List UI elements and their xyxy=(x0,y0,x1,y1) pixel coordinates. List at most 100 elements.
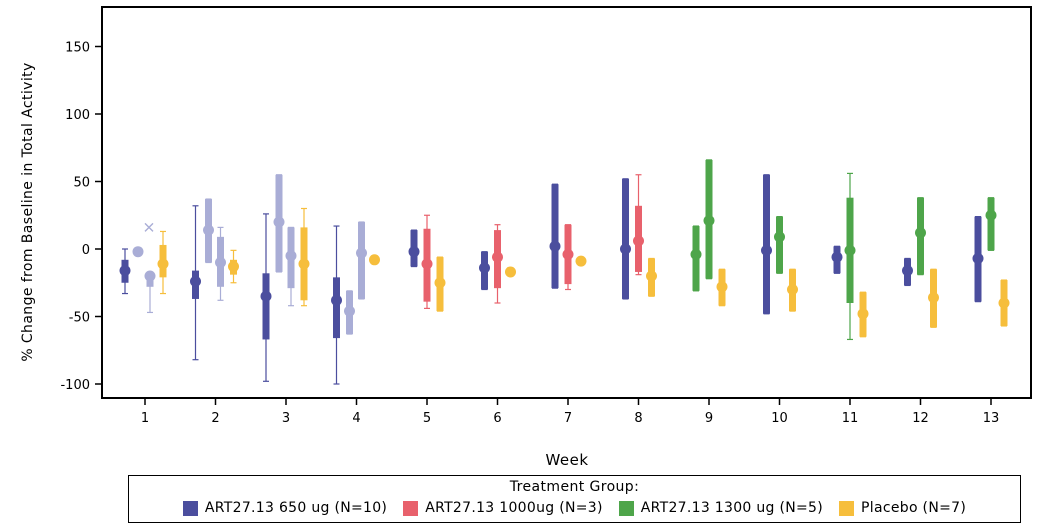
legend-item-4: Placebo (N=7) xyxy=(839,500,966,516)
box-mark-series-1 xyxy=(132,246,144,258)
mean-point xyxy=(273,216,285,228)
legend-title: Treatment Group: xyxy=(509,479,640,495)
box-mark-series-4 xyxy=(998,279,1010,327)
x-tick-label: 9 xyxy=(705,411,713,426)
y-axis-label: % Change from Baseline in Total Activity xyxy=(20,62,36,361)
box-mark-series-1 xyxy=(549,183,561,289)
box-mark-series-1 xyxy=(144,222,156,314)
mean-point xyxy=(228,261,239,273)
x-tick-label: 7 xyxy=(564,411,572,426)
mean-point xyxy=(298,258,310,270)
legend-swatch xyxy=(618,500,634,516)
mean-point xyxy=(421,258,433,270)
legend: Treatment Group: ART27.13 650 ug (N=10) A… xyxy=(128,475,1021,523)
legend-swatch xyxy=(403,500,419,516)
mean-point xyxy=(998,297,1010,309)
mean-point xyxy=(356,247,367,259)
legend-label: ART27.13 1000ug (N=3) xyxy=(425,500,603,516)
legend-label: Placebo (N=7) xyxy=(861,500,967,516)
mean-point xyxy=(369,254,380,266)
box-mark-series-1 xyxy=(119,248,131,295)
chart-marks xyxy=(119,159,1010,385)
mean-point xyxy=(902,265,913,277)
box-mark-series-4 xyxy=(505,266,516,278)
box-mark-series-4 xyxy=(298,207,310,307)
mean-point xyxy=(492,251,503,263)
mean-point xyxy=(132,246,144,258)
box-mark-series-1 xyxy=(972,216,984,303)
mean-point xyxy=(505,266,516,278)
box-mark-series-3 xyxy=(690,225,702,292)
box-mark-series-3 xyxy=(703,159,715,280)
x-tick-label: 2 xyxy=(211,411,219,426)
box-mark-series-4 xyxy=(228,249,239,284)
plot-frame xyxy=(101,6,1032,399)
mean-point xyxy=(434,277,446,289)
legend-items: ART27.13 650 ug (N=10) ART27.13 1000ug (N… xyxy=(129,500,1020,516)
mean-point xyxy=(703,215,715,227)
box-iqr xyxy=(622,178,629,299)
x-tick-label: 13 xyxy=(983,411,1000,426)
mean-point xyxy=(408,246,420,258)
y-tick-label: 150 xyxy=(65,41,90,56)
mean-point xyxy=(928,292,939,304)
outlier-marker xyxy=(144,222,154,232)
x-axis-label: Week xyxy=(545,451,588,469)
box-mark-series-4 xyxy=(157,230,169,295)
mean-point xyxy=(646,270,657,282)
box-mark-series-1 xyxy=(344,290,355,335)
box-mark-series-1 xyxy=(902,257,913,287)
box-mark-series-4 xyxy=(646,257,657,297)
x-tick-label: 3 xyxy=(282,411,290,426)
mean-point xyxy=(260,290,272,302)
box-mark-series-4 xyxy=(575,255,587,267)
box-mark-series-1 xyxy=(331,225,342,385)
box-mark-series-4 xyxy=(716,268,728,307)
box-iqr xyxy=(763,174,770,314)
mean-point xyxy=(690,248,702,260)
box-mark-series-1 xyxy=(761,174,772,315)
box-mark-series-4 xyxy=(857,291,869,338)
y-axis: -100 -50 0 50 100 150 xyxy=(60,41,102,393)
box-mark-series-4 xyxy=(787,268,798,312)
legend-item-3: ART27.13 1300 ug (N=5) xyxy=(618,500,823,516)
mean-point xyxy=(787,284,798,295)
box-mark-series-1 xyxy=(190,205,201,361)
mean-point xyxy=(857,308,869,320)
legend-item-1: ART27.13 650 ug (N=10) xyxy=(182,500,387,516)
mean-point xyxy=(774,231,785,243)
mean-point xyxy=(144,270,156,282)
x-tick-label: 10 xyxy=(771,411,788,426)
mean-point xyxy=(157,258,169,270)
mean-point xyxy=(633,235,644,247)
mean-point xyxy=(331,294,342,306)
box-mark-series-2 xyxy=(633,174,644,276)
box-iqr xyxy=(987,197,995,251)
box-iqr xyxy=(333,277,340,339)
x-tick-label: 12 xyxy=(912,411,929,426)
mean-point xyxy=(620,243,631,255)
mean-point xyxy=(190,275,201,287)
box-mark-series-1 xyxy=(831,245,843,274)
box-mark-series-4 xyxy=(369,254,380,266)
box-mark-series-1 xyxy=(273,174,285,273)
box-mark-series-4 xyxy=(434,256,446,312)
mean-point xyxy=(203,224,214,236)
mean-point xyxy=(831,251,843,263)
mean-point xyxy=(575,255,587,267)
mean-point xyxy=(562,248,574,260)
box-mark-series-1 xyxy=(356,221,367,300)
box-mark-series-3 xyxy=(844,172,856,341)
box-mark-series-1 xyxy=(408,229,420,268)
box-iqr xyxy=(358,222,365,299)
box-iqr xyxy=(262,273,270,340)
mean-point xyxy=(549,240,561,252)
box-mark-series-3 xyxy=(774,216,785,274)
mean-point xyxy=(716,281,728,293)
box-mark-series-3 xyxy=(985,197,997,251)
box-mark-series-2 xyxy=(562,224,574,291)
mean-point xyxy=(844,244,856,256)
box-mark-series-2 xyxy=(421,214,433,309)
legend-item-2: ART27.13 1000ug (N=3) xyxy=(403,500,603,516)
